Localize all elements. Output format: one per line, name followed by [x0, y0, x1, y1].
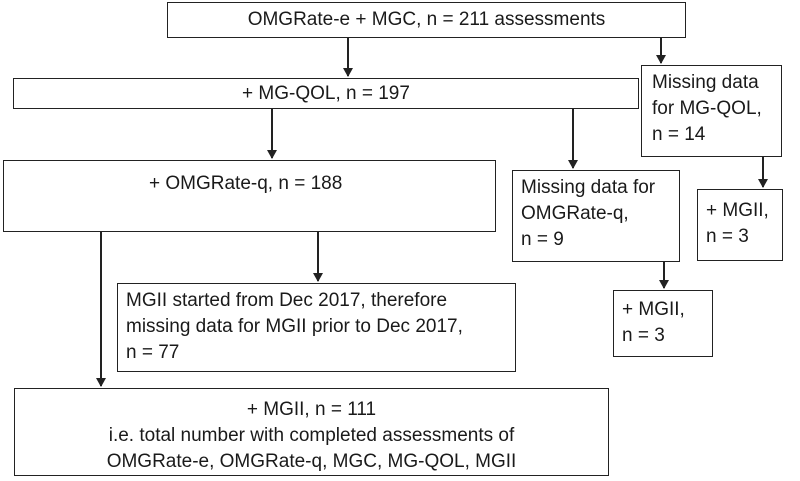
- box-mgii-after-missing-omgrate-q-line-2: n = 3: [622, 325, 665, 346]
- box-missing-omgrate-q-line-3: n = 9: [521, 229, 564, 250]
- box-mgii-after-missing-omgrate-q: + MGII, n = 3: [613, 290, 713, 357]
- box-missing-mg-qol-line-2: for MG-QOL,: [652, 98, 762, 119]
- box-final-total-line-1: + MGII, n = 111: [246, 399, 377, 420]
- box-missing-omgrate-q-line-1: Missing data for: [521, 177, 656, 198]
- box-mgii-started-line-3: n = 77: [126, 342, 180, 363]
- box-mgii-after-missing-mg-qol-line-1: + MGII,: [706, 200, 769, 221]
- box-mgii-started-line-2: missing data for MGII prior to Dec 2017,: [126, 316, 463, 337]
- box-mgii-after-missing-mg-qol: + MGII, n = 3: [697, 189, 783, 261]
- box-mgii-started: MGII started from Dec 2017, therefore mi…: [117, 283, 516, 372]
- box-final-total-line-2: i.e. total number with completed assessm…: [108, 425, 515, 446]
- box-mgii-after-missing-omgrate-q-line-1: + MGII,: [622, 299, 685, 320]
- box-omgrate-q: + OMGRate-q, n = 188: [3, 160, 496, 232]
- box-missing-mg-qol-line-3: n = 14: [652, 124, 706, 145]
- box-missing-mg-qol: Missing data for MG-QOL, n = 14: [641, 65, 782, 157]
- box-missing-omgrate-q-line-2: OMGRate-q,: [521, 203, 629, 224]
- box-missing-mg-qol-line-1: Missing data: [652, 72, 759, 93]
- box-mg-qol: + MG-QOL, n = 197: [13, 78, 639, 109]
- box-total-assessments-line-1: OMGRate-e + MGC, n = 211 assessments: [247, 9, 606, 30]
- box-mg-qol-line-1: + MG-QOL, n = 197: [242, 83, 410, 104]
- box-omgrate-q-line-1: + OMGRate-q, n = 188: [149, 173, 343, 194]
- box-missing-omgrate-q: Missing data for OMGRate-q, n = 9: [512, 170, 680, 262]
- box-mgii-after-missing-mg-qol-line-2: n = 3: [706, 226, 749, 247]
- box-mgii-started-line-1: MGII started from Dec 2017, therefore: [126, 290, 448, 311]
- box-final-total-line-3: OMGRate-e, OMGRate-q, MGC, MG-QOL, MGII: [106, 451, 517, 472]
- box-total-assessments: OMGRate-e + MGC, n = 211 assessments: [167, 2, 686, 38]
- box-final-total: + MGII, n = 111 i.e. total number with c…: [14, 388, 609, 476]
